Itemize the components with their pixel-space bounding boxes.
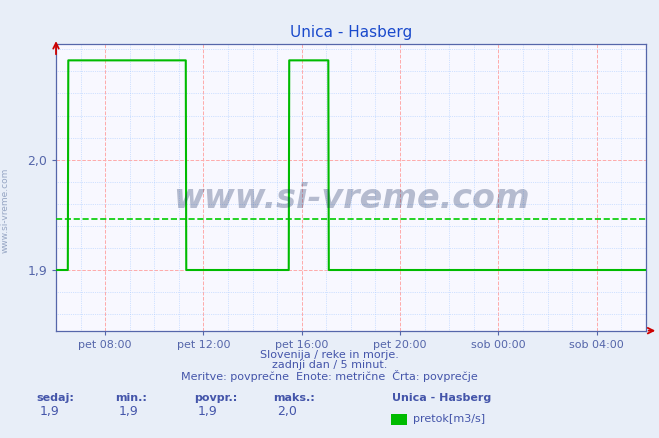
Text: 1,9: 1,9 bbox=[119, 405, 138, 418]
Title: Unica - Hasberg: Unica - Hasberg bbox=[290, 25, 412, 40]
Text: 1,9: 1,9 bbox=[40, 405, 59, 418]
Text: min.:: min.: bbox=[115, 393, 147, 403]
Text: Meritve: povprečne  Enote: metrične  Črta: povprečje: Meritve: povprečne Enote: metrične Črta:… bbox=[181, 370, 478, 381]
Text: povpr.:: povpr.: bbox=[194, 393, 238, 403]
Text: Slovenija / reke in morje.: Slovenija / reke in morje. bbox=[260, 350, 399, 360]
Text: 2,0: 2,0 bbox=[277, 405, 297, 418]
Text: www.si-vreme.com: www.si-vreme.com bbox=[173, 182, 529, 215]
Text: www.si-vreme.com: www.si-vreme.com bbox=[1, 168, 10, 253]
Text: 1,9: 1,9 bbox=[198, 405, 217, 418]
Text: zadnji dan / 5 minut.: zadnji dan / 5 minut. bbox=[272, 360, 387, 370]
Text: pretok[m3/s]: pretok[m3/s] bbox=[413, 414, 485, 424]
Text: Unica - Hasberg: Unica - Hasberg bbox=[392, 393, 492, 403]
Text: maks.:: maks.: bbox=[273, 393, 315, 403]
Text: sedaj:: sedaj: bbox=[36, 393, 74, 403]
